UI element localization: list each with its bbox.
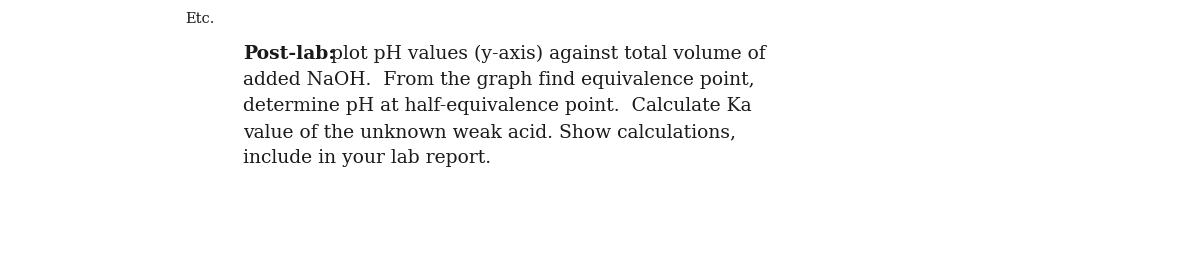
Text: Post-lab:: Post-lab: xyxy=(244,45,335,63)
Text: plot pH values (y-axis) against total volume of: plot pH values (y-axis) against total vo… xyxy=(319,45,766,63)
Text: determine pH at half-equivalence point.  Calculate Ka: determine pH at half-equivalence point. … xyxy=(244,97,751,115)
Text: include in your lab report.: include in your lab report. xyxy=(244,149,491,167)
Text: Etc.: Etc. xyxy=(185,12,215,26)
Text: added NaOH.  From the graph find equivalence point,: added NaOH. From the graph find equivale… xyxy=(244,71,755,89)
Text: value of the unknown weak acid. Show calculations,: value of the unknown weak acid. Show cal… xyxy=(244,123,736,141)
